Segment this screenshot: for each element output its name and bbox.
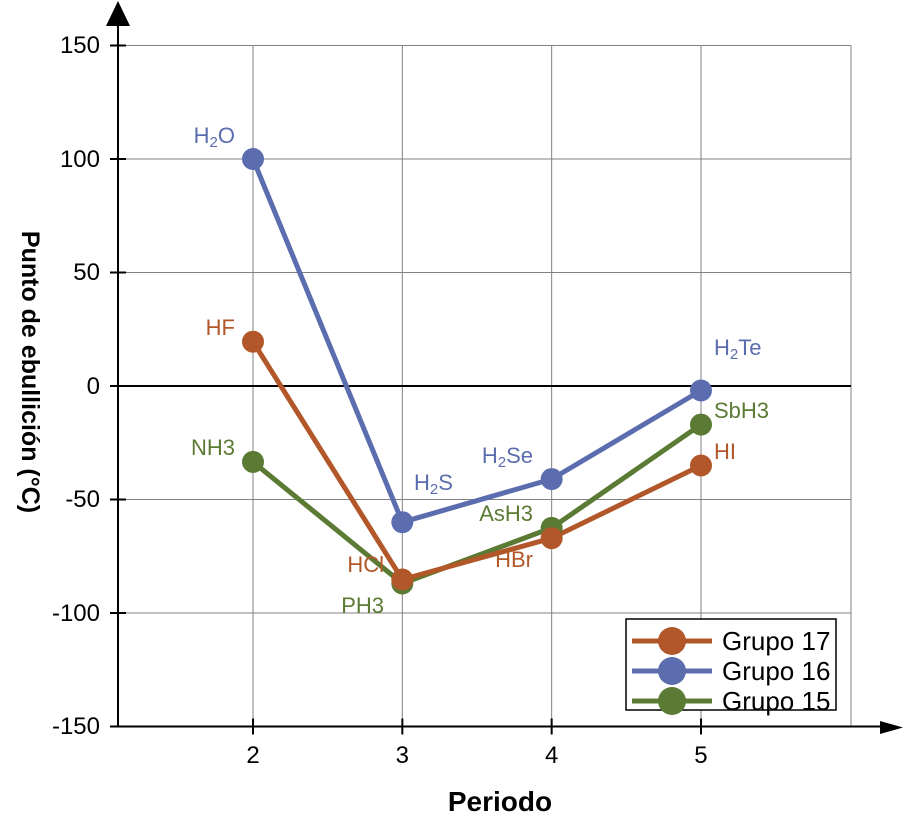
svg-text:2: 2 xyxy=(246,742,259,769)
svg-text:Grupo 16: Grupo 16 xyxy=(722,656,830,686)
svg-text:100: 100 xyxy=(60,146,100,173)
svg-text:50: 50 xyxy=(73,259,100,286)
svg-text:HBr: HBr xyxy=(495,547,533,572)
svg-text:150: 150 xyxy=(60,32,100,59)
svg-text:Punto de ebullición (°C): Punto de ebullición (°C) xyxy=(16,231,44,513)
svg-text:H2Se: H2Se xyxy=(482,443,533,471)
svg-text:4: 4 xyxy=(545,742,558,769)
svg-text:HF: HF xyxy=(206,315,235,340)
svg-text:Grupo 15: Grupo 15 xyxy=(722,686,830,716)
svg-text:PH3: PH3 xyxy=(341,593,384,618)
svg-text:NH3: NH3 xyxy=(191,435,235,460)
svg-text:HCl: HCl xyxy=(347,552,384,577)
svg-text:-100: -100 xyxy=(52,600,100,627)
svg-text:H2Te: H2Te xyxy=(714,335,761,363)
svg-text:SbH3: SbH3 xyxy=(714,398,769,423)
svg-text:Periodo: Periodo xyxy=(448,786,552,817)
svg-text:HI: HI xyxy=(714,439,736,464)
svg-text:5: 5 xyxy=(694,742,707,769)
svg-text:Grupo 17: Grupo 17 xyxy=(722,626,830,656)
svg-text:AsH3: AsH3 xyxy=(479,501,533,526)
svg-text:-150: -150 xyxy=(52,713,100,740)
svg-text:-50: -50 xyxy=(65,486,100,513)
svg-text:0: 0 xyxy=(87,373,100,400)
svg-text:3: 3 xyxy=(396,742,409,769)
